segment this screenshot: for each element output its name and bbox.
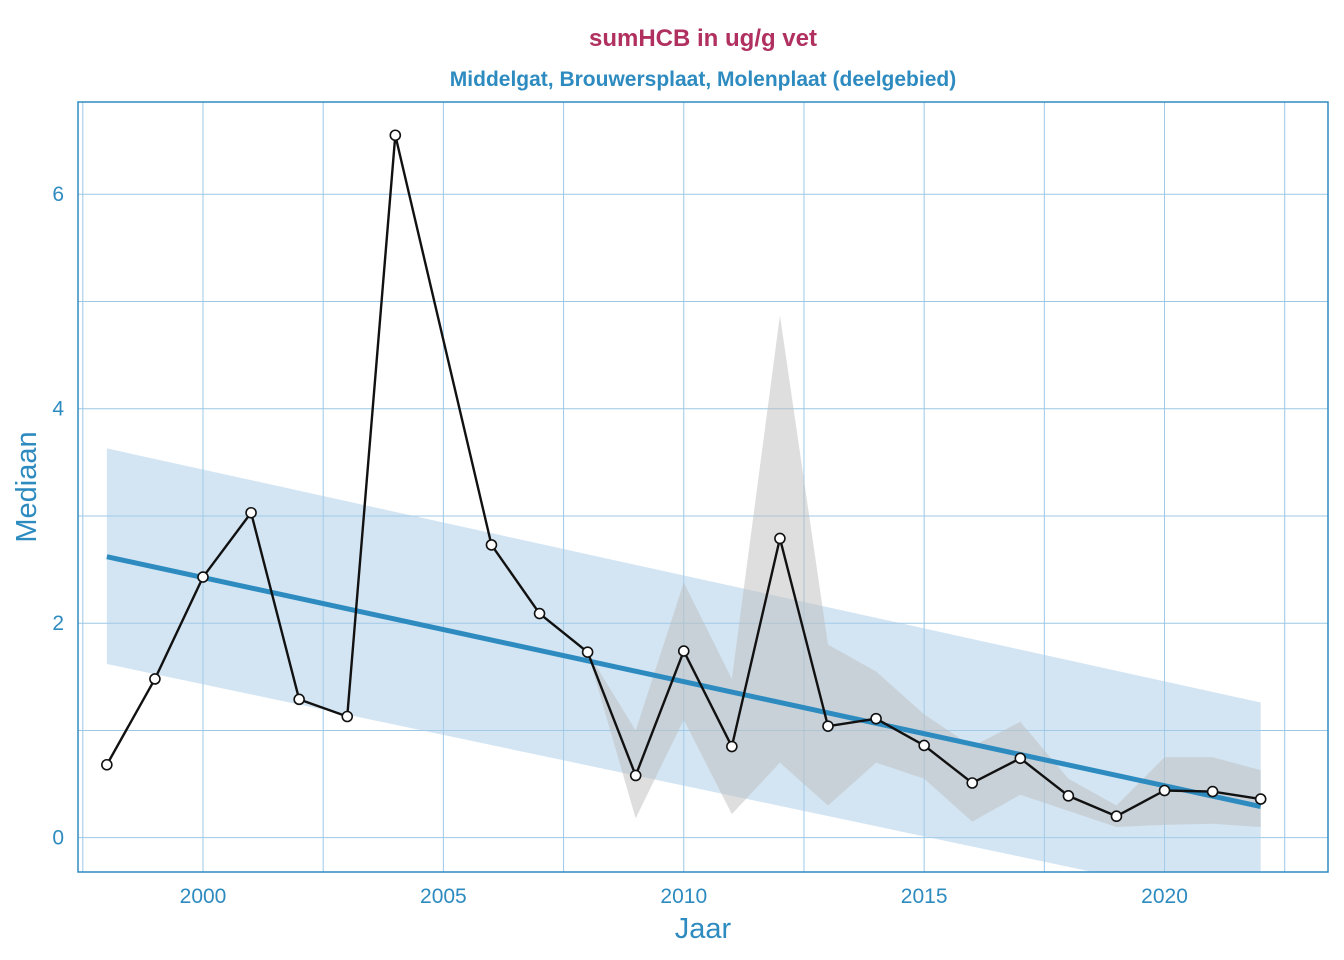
y-tick-label: 6 — [52, 183, 64, 206]
y-tick-label: 4 — [52, 398, 64, 421]
chart-title: sumHCB in ug/g vet — [589, 25, 817, 52]
median-point — [726, 740, 738, 753]
y-tick-label: 2 — [52, 612, 64, 635]
median-point — [149, 673, 161, 685]
y-axis-label: Mediaan — [11, 431, 43, 542]
median-point — [389, 129, 402, 142]
median-point — [485, 539, 498, 551]
trend-layer — [106, 554, 1262, 810]
median-point — [870, 712, 882, 725]
x-tick-label: 2000 — [180, 885, 227, 908]
median-point — [245, 506, 257, 519]
median-point — [1254, 793, 1267, 805]
trend-line — [106, 554, 1262, 810]
series-layer — [101, 129, 1267, 823]
x-axis-label: Jaar — [675, 913, 732, 945]
median-point — [1062, 790, 1075, 802]
median-point — [774, 532, 786, 545]
median-point — [293, 693, 305, 706]
median-point — [677, 645, 690, 657]
axis-ticks: 2000 2005 2010 2015 2020 0 2 4 6 — [52, 183, 1188, 908]
y-tick-label: 0 — [52, 827, 64, 850]
median-point — [629, 769, 642, 782]
x-tick-label: 2005 — [420, 885, 467, 908]
median-point — [581, 646, 594, 658]
x-tick-label: 2015 — [901, 885, 948, 908]
median-point — [1014, 752, 1027, 765]
median-point — [1110, 810, 1123, 823]
median-point — [1158, 784, 1171, 797]
median-point — [341, 710, 354, 723]
median-point — [966, 777, 979, 789]
median-point — [918, 739, 930, 752]
plot-frame — [77, 101, 1329, 873]
median-point — [1206, 785, 1219, 798]
x-tick-label: 2010 — [660, 885, 707, 908]
median-point — [533, 607, 546, 620]
median-point — [197, 571, 209, 583]
median-point — [101, 758, 113, 771]
median-line — [105, 134, 1261, 818]
chart-subtitle: Middelgat, Brouwersplaat, Molenplaat (de… — [450, 68, 956, 91]
median-point — [822, 720, 834, 732]
x-tick-label: 2020 — [1141, 885, 1188, 908]
